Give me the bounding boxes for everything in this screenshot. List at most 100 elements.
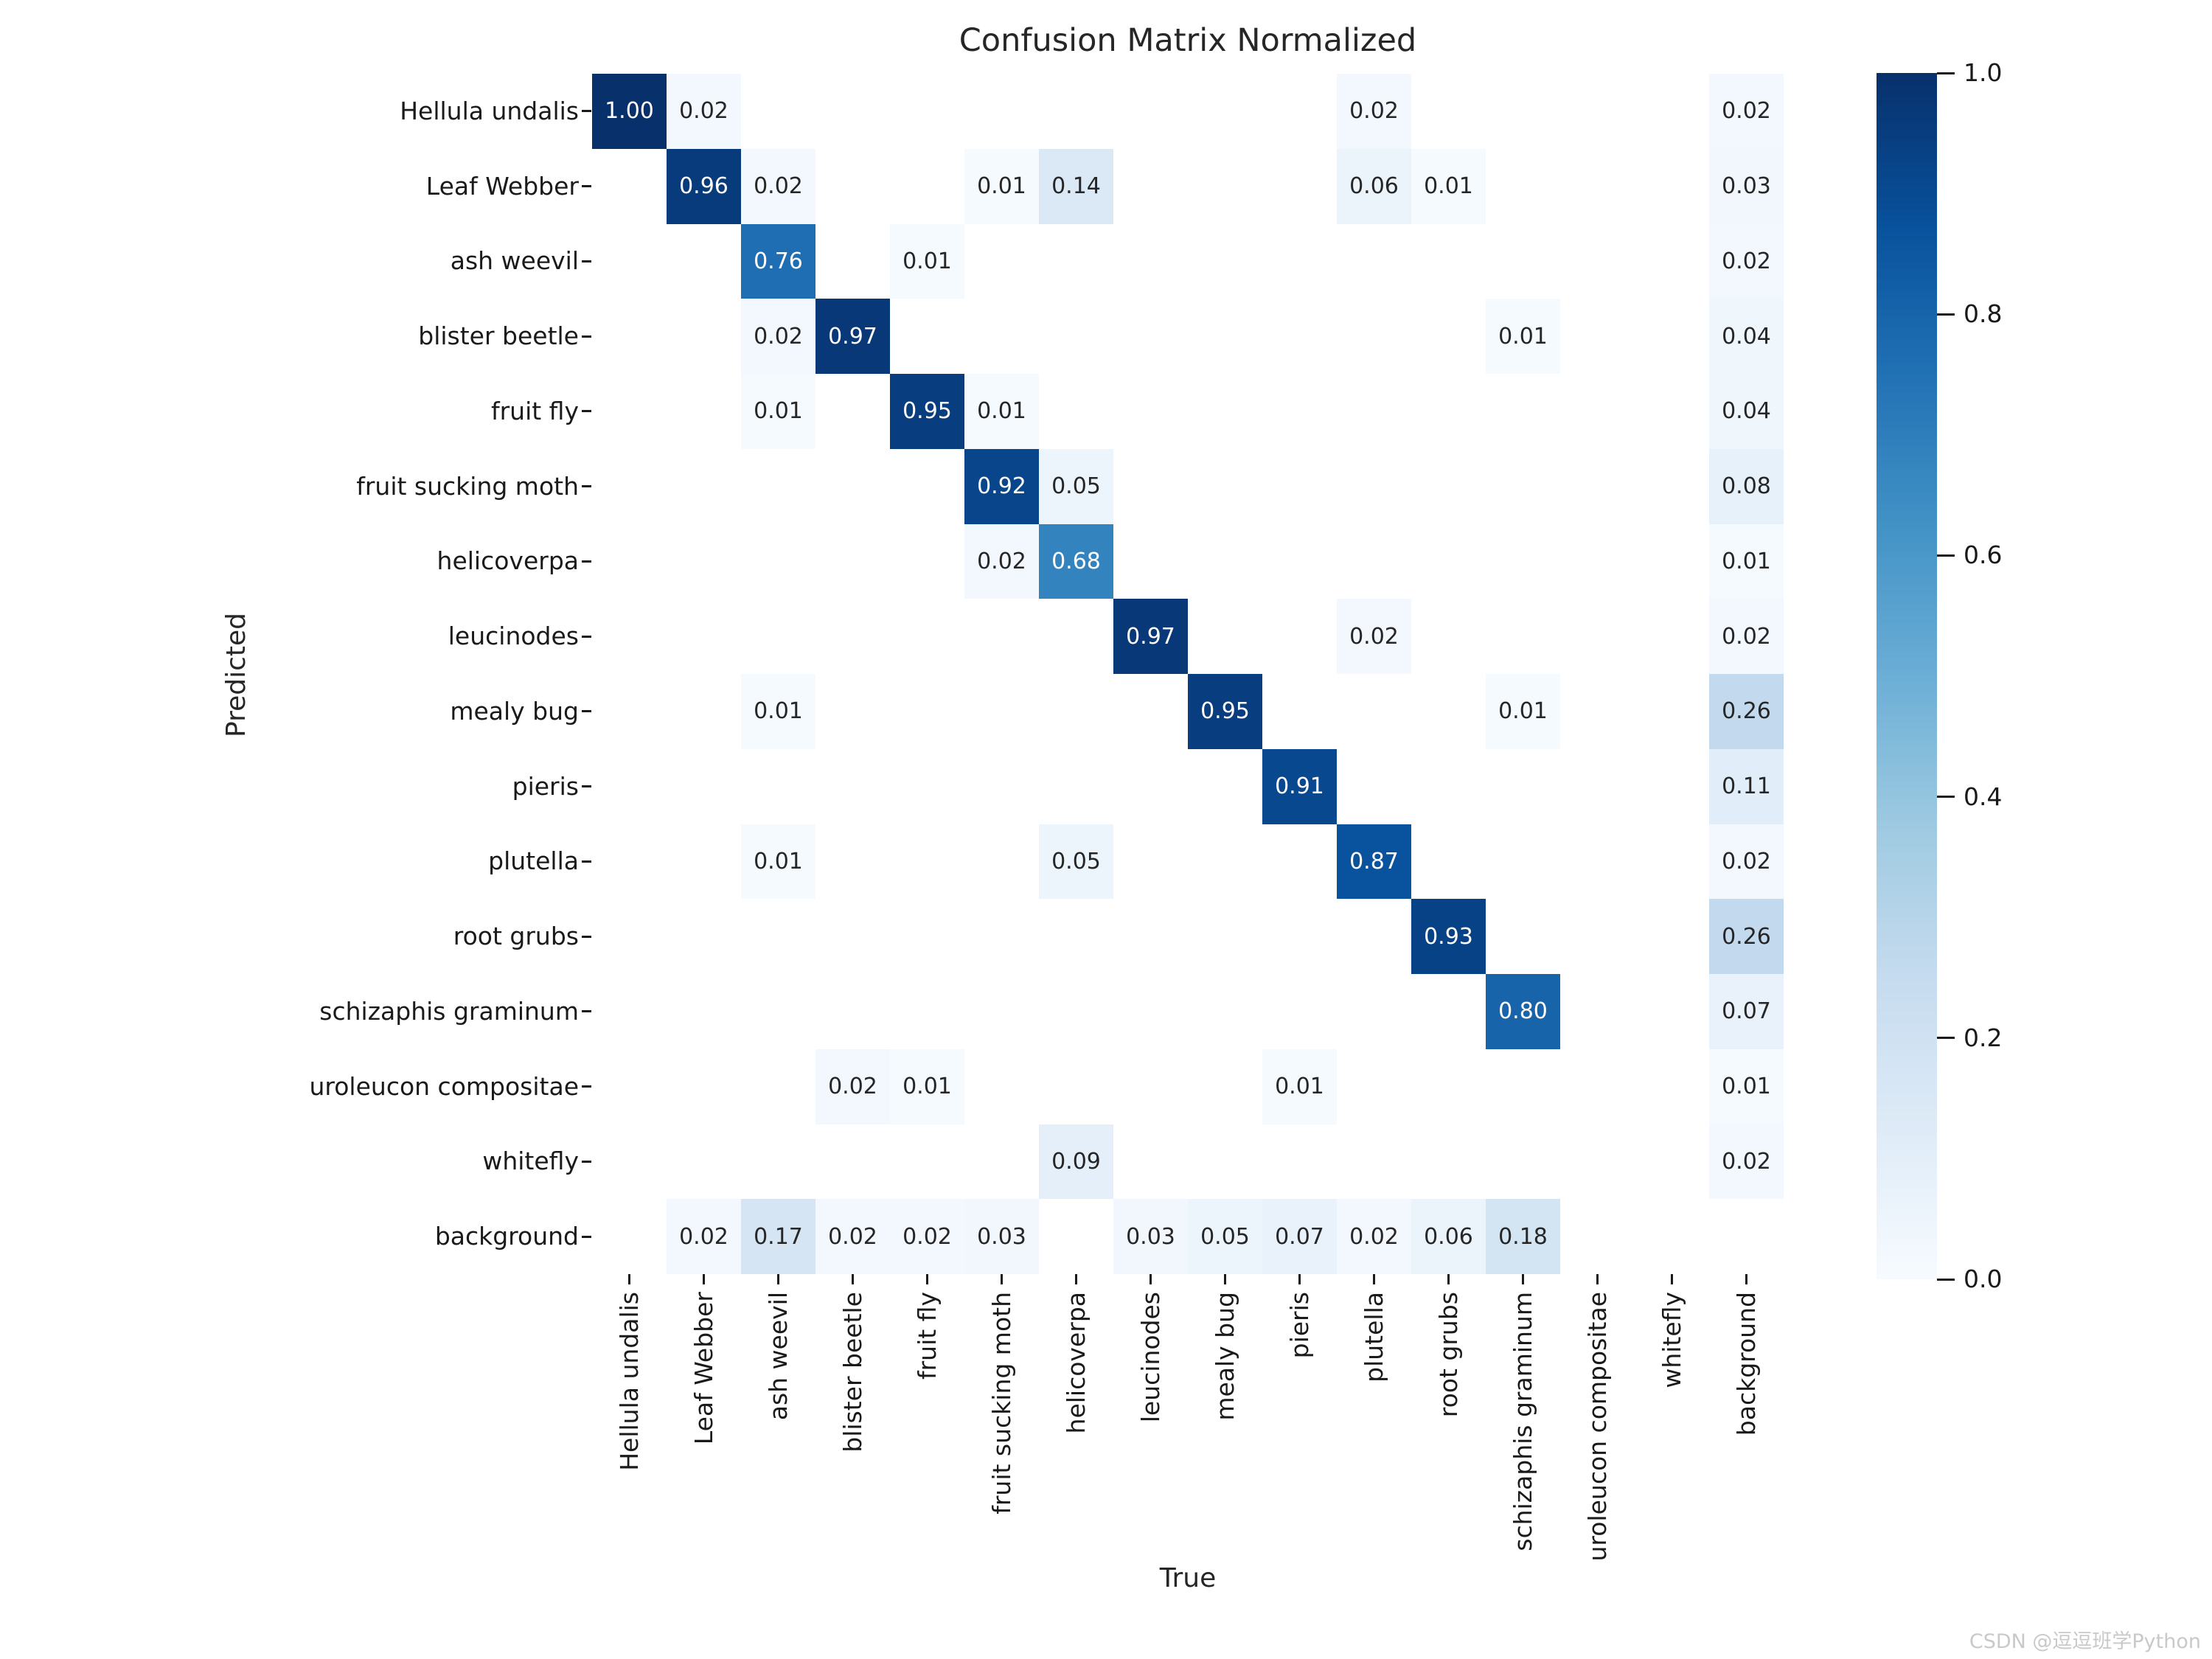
heatmap-cell [1635, 448, 1709, 524]
heatmap-cell [741, 974, 815, 1049]
heatmap-cell [667, 374, 741, 449]
heatmap-cell [592, 1124, 667, 1200]
heatmap-cell [1188, 299, 1262, 374]
x-tick-mark [1522, 1274, 1524, 1284]
heatmap-cell [1411, 448, 1486, 524]
heatmap-cell [1188, 223, 1262, 299]
heatmap-cell: 0.01 [1486, 674, 1560, 749]
heatmap-cell [1039, 599, 1113, 674]
heatmap-cell [667, 748, 741, 824]
heatmap-cell: 0.02 [1709, 824, 1784, 900]
heatmap-cell [1560, 148, 1635, 224]
heatmap-cell [1039, 374, 1113, 449]
heatmap-cell [1486, 899, 1560, 974]
y-tick-label: schizaphis graminum [319, 996, 579, 1026]
heatmap-cell: 0.02 [964, 524, 1039, 599]
y-tick-mark [582, 1010, 591, 1013]
heatmap-cell: 0.02 [667, 1199, 741, 1274]
x-tick-label: Leaf Webber [689, 1292, 718, 1445]
heatmap-cell [1262, 1124, 1337, 1200]
heatmap-cell [667, 524, 741, 599]
y-tick-mark [582, 935, 591, 938]
y-tick-label: blister beetle [418, 321, 579, 351]
x-tick-mark [1224, 1274, 1226, 1284]
y-tick-mark [582, 785, 591, 788]
heatmap-cell [1188, 599, 1262, 674]
heatmap-cell [1635, 524, 1709, 599]
heatmap-cell [1262, 974, 1337, 1049]
heatmap-cell [1039, 223, 1113, 299]
y-tick-mark [582, 410, 591, 413]
heatmap-cell [1411, 599, 1486, 674]
colorbar-tick-label: 1.0 [1964, 58, 2003, 87]
colorbar-tick-label: 0.6 [1964, 540, 2003, 570]
y-tick-label: plutella [488, 846, 579, 876]
heatmap-cell: 0.01 [890, 223, 964, 299]
heatmap-cell: 0.06 [1411, 1199, 1486, 1274]
heatmap-cell [890, 599, 964, 674]
x-tick-label: whitefly [1657, 1292, 1686, 1388]
chart-title: Confusion Matrix Normalized [959, 22, 1417, 59]
heatmap-cell [592, 524, 667, 599]
heatmap-cell [1113, 223, 1188, 299]
heatmap-cell: 0.07 [1709, 974, 1784, 1049]
heatmap-cell [1262, 374, 1337, 449]
heatmap-cell: 0.14 [1039, 148, 1113, 224]
colorbar-tick-label: 0.8 [1964, 299, 2003, 329]
heatmap-cell: 0.02 [1337, 599, 1411, 674]
heatmap-cell [1113, 824, 1188, 900]
heatmap-cell: 0.17 [741, 1199, 815, 1274]
heatmap-cell: 0.02 [667, 74, 741, 149]
heatmap-cell [1262, 524, 1337, 599]
heatmap-cell [1560, 1124, 1635, 1200]
heatmap-cell: 0.68 [1039, 524, 1113, 599]
heatmap-cell [890, 524, 964, 599]
heatmap-cell: 0.91 [1262, 748, 1337, 824]
heatmap-cell [815, 74, 890, 149]
y-tick-label: Leaf Webber [425, 171, 579, 201]
heatmap-cell [1635, 1048, 1709, 1124]
colorbar-tick-label: 0.0 [1964, 1265, 2003, 1293]
heatmap-cell [1262, 599, 1337, 674]
y-tick-label: fruit fly [490, 396, 579, 425]
colorbar-tick-mark [1937, 72, 1955, 74]
heatmap-cell [1560, 223, 1635, 299]
heatmap-cell: 0.02 [815, 1199, 890, 1274]
heatmap-cell [890, 674, 964, 749]
heatmap-cell [592, 1199, 667, 1274]
heatmap-cell: 0.95 [890, 374, 964, 449]
heatmap-cell [1486, 74, 1560, 149]
x-tick-mark [1745, 1274, 1747, 1284]
x-axis-label: True [1159, 1563, 1217, 1593]
heatmap-cell: 0.01 [1709, 524, 1784, 599]
heatmap-cell [1560, 448, 1635, 524]
colorbar-tick-label: 0.2 [1964, 1023, 2003, 1052]
colorbar-tick-label: 0.4 [1964, 782, 2003, 811]
y-tick-label: leucinodes [448, 622, 579, 651]
heatmap-cell [1337, 524, 1411, 599]
heatmap-cell [1188, 148, 1262, 224]
heatmap-cell [592, 824, 667, 900]
heatmap-cell [1188, 374, 1262, 449]
heatmap-cell: 0.26 [1709, 674, 1784, 749]
heatmap-cell: 0.01 [1486, 299, 1560, 374]
x-tick-mark [1298, 1274, 1301, 1284]
y-tick-mark [582, 710, 591, 713]
heatmap-cell [1188, 1124, 1262, 1200]
heatmap-cell [1039, 674, 1113, 749]
heatmap-cell [741, 1048, 815, 1124]
heatmap-cell [741, 1124, 815, 1200]
heatmap-cell [1486, 1048, 1560, 1124]
heatmap-cell [1188, 1048, 1262, 1124]
heatmap-cell [1039, 1048, 1113, 1124]
x-tick-label: mealy bug [1210, 1292, 1239, 1421]
x-tick-mark [703, 1274, 705, 1284]
x-tick-mark [1447, 1274, 1450, 1284]
y-tick-label: whitefly [482, 1147, 579, 1176]
x-tick-label: blister beetle [838, 1292, 867, 1453]
heatmap-cell [667, 674, 741, 749]
y-tick-mark [582, 1235, 591, 1238]
heatmap-cell [1411, 524, 1486, 599]
heatmap-cell [1039, 974, 1113, 1049]
heatmap-cell: 0.08 [1709, 448, 1784, 524]
